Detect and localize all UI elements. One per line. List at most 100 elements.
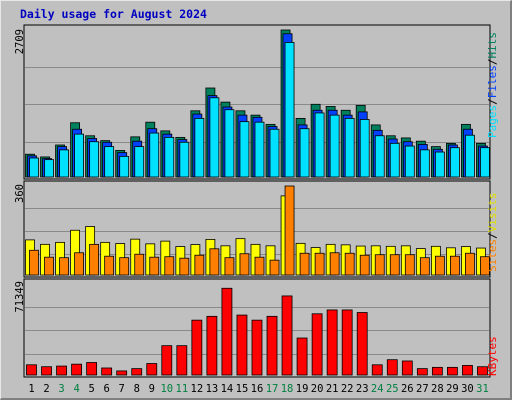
x-tick-label: 29 (446, 383, 459, 395)
kbytes-bar (326, 309, 338, 376)
kbytes-bar (26, 364, 37, 376)
y-tick-top: 2709 (14, 29, 26, 54)
sites-bar (329, 252, 340, 276)
kbytes-bar (386, 359, 398, 376)
sites-bar (119, 257, 130, 276)
sites-bar (450, 255, 460, 276)
legend-sep-1: / (486, 98, 499, 105)
x-tick-label: 6 (104, 383, 110, 395)
sites-bar (480, 256, 490, 276)
pages-bar (239, 121, 250, 178)
sites-bar (239, 253, 250, 276)
x-tick-label: 4 (73, 383, 79, 395)
sites-bar (164, 256, 175, 276)
kbytes-bar (176, 345, 188, 376)
sites-bar (284, 185, 295, 276)
pages-bar (269, 128, 280, 178)
pages-bar (179, 141, 190, 178)
kbytes-bar (416, 368, 428, 376)
sites-bar (359, 254, 370, 276)
pages-bar (254, 121, 265, 178)
legend-middle: Sites/Visits (486, 193, 499, 273)
pages-bar (389, 142, 400, 178)
legend-top: Pages/Files/Hits (486, 32, 499, 138)
pages-bar (29, 157, 39, 178)
sites-bar (44, 256, 54, 276)
kbytes-bar (56, 365, 67, 376)
sites-bar (149, 256, 160, 276)
x-tick-label: 5 (88, 383, 94, 395)
x-tick-label: 8 (134, 383, 140, 395)
kbytes-bar (296, 337, 308, 376)
x-tick-label: 18 (281, 383, 294, 395)
x-tick-label: 17 (266, 383, 279, 395)
pages-bar (164, 136, 175, 178)
kbytes-bar (146, 363, 158, 376)
pages-bar (194, 117, 205, 178)
legend-files: Files (486, 65, 499, 98)
x-tick-label: 28 (431, 383, 444, 395)
kbytes-bar (236, 314, 248, 376)
pages-bar (465, 134, 475, 178)
sites-bar (104, 255, 115, 276)
x-tick-label: 21 (326, 383, 339, 395)
kbytes-bar (206, 315, 218, 376)
pages-bar (209, 97, 220, 178)
x-tick-label: 7 (119, 383, 125, 395)
sites-bar (374, 254, 385, 276)
kbytes-bar (71, 363, 82, 376)
pages-bar (59, 149, 69, 178)
sites-bar (434, 255, 445, 276)
kbytes-bar (311, 313, 323, 376)
x-tick-label: 12 (191, 383, 204, 395)
sites-bar (29, 249, 39, 276)
chart-title: Daily usage for August 2024 (20, 7, 207, 21)
pages-bar (74, 133, 84, 178)
x-tick-label: 10 (160, 383, 173, 395)
sites-bar (74, 252, 84, 276)
x-tick-label: 13 (206, 383, 219, 395)
y-tick-bottom: 71349 (14, 281, 26, 313)
legend-sites: Sites (486, 239, 499, 272)
kbytes-bar (251, 319, 263, 376)
pages-bar (314, 112, 325, 178)
x-tick-label: 16 (251, 383, 264, 395)
legend-pages: Pages (486, 105, 499, 138)
x-tick-label: 25 (386, 383, 399, 395)
pages-bar (89, 141, 100, 178)
sites-bar (419, 257, 430, 276)
pages-bar (149, 132, 160, 178)
kbytes-bar (131, 368, 143, 376)
y-tick-middle: 360 (14, 184, 26, 203)
pages-bar (134, 146, 145, 178)
sites-bar (194, 254, 205, 276)
kbytes-bar (101, 367, 113, 376)
legend-hits: Hits (486, 32, 499, 59)
legend-kbytes: KBytes (486, 336, 499, 376)
sites-bar (134, 253, 145, 276)
kbytes-bar (281, 295, 293, 376)
pages-bar (329, 114, 340, 178)
sites-bar (389, 254, 400, 276)
legend-sep-2: / (486, 59, 499, 66)
kbytes-bar (221, 287, 233, 376)
sites-bar (209, 248, 220, 276)
x-tick-label: 26 (401, 383, 414, 395)
x-tick-label: 30 (461, 383, 474, 395)
sites-bar (89, 243, 100, 276)
sites-bar (314, 252, 325, 276)
kbytes-bar (356, 312, 368, 376)
sites-bar (404, 254, 415, 276)
kbytes-bar (116, 370, 128, 376)
sites-bar (224, 257, 235, 276)
pages-bar (344, 117, 355, 178)
pages-bar (359, 119, 370, 178)
pages-bar (44, 159, 54, 178)
pages-bar (434, 151, 445, 178)
kbytes-bar (161, 345, 173, 376)
x-tick-label: 24 (371, 383, 384, 395)
x-tick-label: 2 (43, 383, 49, 395)
pages-bar (299, 128, 310, 178)
legend-visits: Visits (486, 193, 499, 233)
kbytes-bar (431, 366, 443, 376)
